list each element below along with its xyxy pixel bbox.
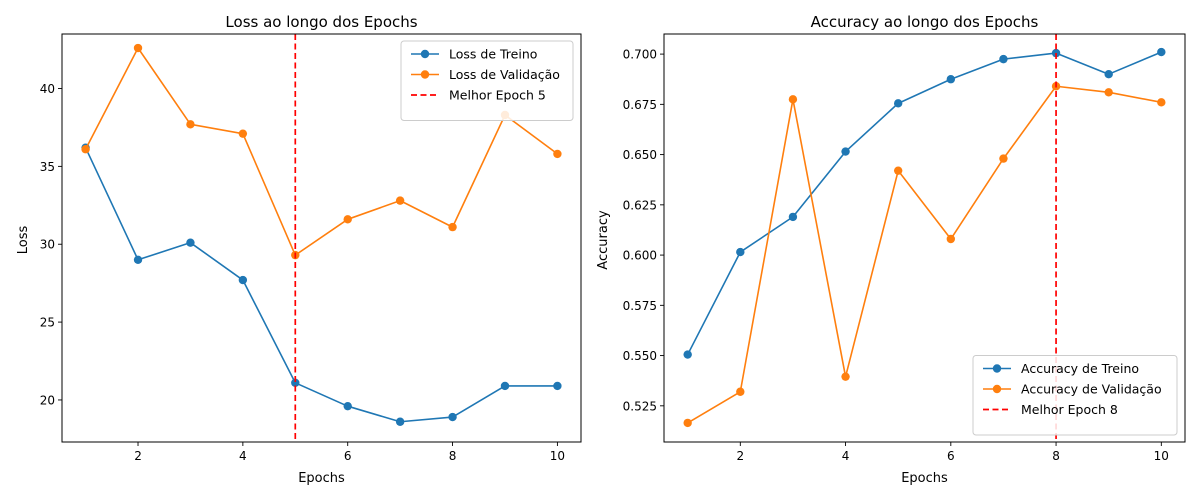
loss-chart-ylabel: Loss bbox=[16, 226, 31, 255]
accuracy-chart-series-1-point bbox=[999, 54, 1008, 64]
accuracy-chart-legend: Accuracy de Treino Accuracy de Validação M… bbox=[972, 355, 1178, 436]
loss-chart-xlabel: Epochs bbox=[298, 471, 345, 486]
accuracy-chart-legend-box bbox=[972, 355, 1178, 436]
loss-chart-series-2-point bbox=[343, 215, 352, 224]
accuracy-chart-series-1-point bbox=[683, 350, 692, 359]
accuracy-chart-ytick-label: 0.525 bbox=[623, 399, 657, 413]
accuracy-chart-series-1-line bbox=[686, 51, 1162, 355]
loss-chart-ytick-label: 35 bbox=[40, 160, 55, 174]
loss-chart-series-2-point bbox=[186, 120, 195, 129]
loss-chart-series-1-point bbox=[500, 381, 510, 391]
accuracy-chart-series-2-point bbox=[1157, 98, 1166, 107]
loss-chart-legend: Loss de Treino Loss de Validação Melhor Ep… bbox=[400, 40, 574, 121]
accuracy-chart-series-1-point bbox=[1157, 47, 1166, 57]
loss-chart-series-2-point bbox=[81, 145, 90, 154]
loss-chart-series-2-line bbox=[84, 47, 558, 256]
accuracy-chart-series-2-point bbox=[999, 154, 1008, 163]
loss-chart-series-2-point bbox=[553, 149, 562, 159]
loss-chart-legend-key-marker bbox=[420, 70, 430, 79]
loss-chart-series-1-point bbox=[186, 238, 195, 247]
accuracy-chart-series-1-point bbox=[788, 212, 798, 222]
accuracy-chart-series-2-point bbox=[893, 166, 903, 175]
loss-chart-series-1-point bbox=[133, 255, 143, 265]
accuracy-chart: Accuracy ao longo dos Epochs Epochs Accu… bbox=[596, 13, 1186, 486]
accuracy-chart-series-1-point bbox=[1104, 69, 1113, 79]
loss-chart-ytick-label: 40 bbox=[40, 82, 55, 96]
loss-chart-xtick-label: 2 bbox=[134, 449, 142, 463]
loss-chart-ytick-label: 25 bbox=[40, 316, 55, 330]
loss-chart-ytick-label: 30 bbox=[40, 238, 55, 252]
accuracy-chart-series-2-line bbox=[687, 85, 1162, 424]
accuracy-chart-ytick-label: 0.700 bbox=[623, 48, 657, 62]
accuracy-chart-legend-label: Accuracy de Validação bbox=[1021, 382, 1162, 397]
accuracy-chart-title: Accuracy ao longo dos Epochs bbox=[811, 13, 1039, 31]
loss-chart-series-1-point bbox=[395, 417, 405, 426]
accuracy-chart-series-2-point bbox=[841, 372, 850, 381]
accuracy-chart-ylabel: Accuracy bbox=[596, 210, 611, 270]
accuracy-chart-legend-key-marker bbox=[992, 364, 1002, 373]
loss-chart-title: Loss ao longo dos Epochs bbox=[225, 13, 417, 31]
loss-chart-xtick-label: 8 bbox=[449, 449, 457, 463]
accuracy-chart-series-2-point bbox=[736, 387, 745, 396]
accuracy-chart-axes-frame bbox=[663, 33, 1186, 443]
loss-chart-series-2-point bbox=[448, 222, 457, 232]
accuracy-chart-ytick-label: 0.550 bbox=[623, 349, 657, 363]
loss-chart-legend-key-marker bbox=[420, 49, 430, 59]
accuracy-chart-xtick-label: 8 bbox=[1052, 449, 1060, 463]
accuracy-chart-legend-label: Melhor Epoch 8 bbox=[1021, 402, 1118, 417]
accuracy-chart-series-2-point bbox=[683, 418, 692, 428]
loss-chart-plot-area: 2 4 6 8 10 20 25 30 35 40 Loss de Treino Loss de Va… bbox=[40, 33, 582, 463]
loss-chart-series-1-point bbox=[291, 378, 300, 388]
accuracy-chart-series-2-point bbox=[788, 95, 798, 104]
loss-chart-series-2-point bbox=[133, 43, 143, 53]
loss-chart-axes-frame bbox=[61, 33, 582, 443]
accuracy-chart-series-2-point bbox=[946, 234, 956, 244]
loss-chart-xtick-label: 4 bbox=[239, 449, 247, 463]
accuracy-chart-legend-key-marker bbox=[992, 384, 1002, 394]
accuracy-chart-xlabel: Epochs bbox=[901, 471, 948, 486]
loss-chart-series-1-point bbox=[343, 401, 352, 411]
loss-chart: Loss ao longo dos Epochs Epochs Loss 2 4 6… bbox=[16, 13, 582, 486]
accuracy-chart-legend-label: Accuracy de Treino bbox=[1021, 361, 1139, 376]
loss-chart-legend-label: Loss de Treino bbox=[449, 47, 537, 62]
loss-chart-legend-box bbox=[400, 40, 574, 121]
loss-chart-series-1-point bbox=[553, 381, 562, 391]
loss-chart-series-1-point bbox=[238, 275, 248, 285]
loss-chart-xtick-label: 6 bbox=[344, 449, 352, 463]
accuracy-chart-xtick-label: 6 bbox=[947, 449, 955, 463]
accuracy-chart-ytick-label: 0.600 bbox=[623, 249, 657, 263]
accuracy-chart-ytick-label: 0.675 bbox=[623, 98, 657, 112]
accuracy-chart-plot-area: 2 4 6 8 10 0.525 0.550 0.575 0.600 0.625 0.650 0.67… bbox=[623, 33, 1186, 463]
accuracy-chart-series-1-point bbox=[736, 247, 745, 257]
accuracy-chart-xtick-label: 4 bbox=[842, 449, 850, 463]
loss-chart-xtick-label: 10 bbox=[550, 449, 565, 463]
loss-chart-series-1-line bbox=[84, 147, 558, 423]
loss-chart-legend-label: Melhor Epoch 5 bbox=[449, 88, 546, 103]
accuracy-chart-ytick-label: 0.650 bbox=[623, 148, 657, 162]
accuracy-chart-series-1-point bbox=[841, 147, 850, 156]
loss-chart-series-1-point bbox=[448, 412, 457, 422]
accuracy-chart-series-1-point bbox=[946, 75, 956, 84]
accuracy-chart-series-1-point bbox=[893, 99, 903, 108]
accuracy-chart-xtick-label: 2 bbox=[736, 449, 744, 463]
accuracy-chart-xtick-label: 10 bbox=[1154, 449, 1169, 463]
accuracy-chart-ytick-label: 0.625 bbox=[623, 198, 657, 212]
accuracy-chart-series-2-point bbox=[1104, 88, 1113, 97]
loss-chart-series-2-point bbox=[395, 196, 405, 205]
loss-chart-legend-label: Loss de Validação bbox=[449, 67, 560, 82]
accuracy-chart-ytick-label: 0.575 bbox=[623, 299, 657, 313]
loss-chart-series-2-point bbox=[238, 129, 248, 138]
loss-chart-ytick-label: 20 bbox=[40, 393, 55, 407]
